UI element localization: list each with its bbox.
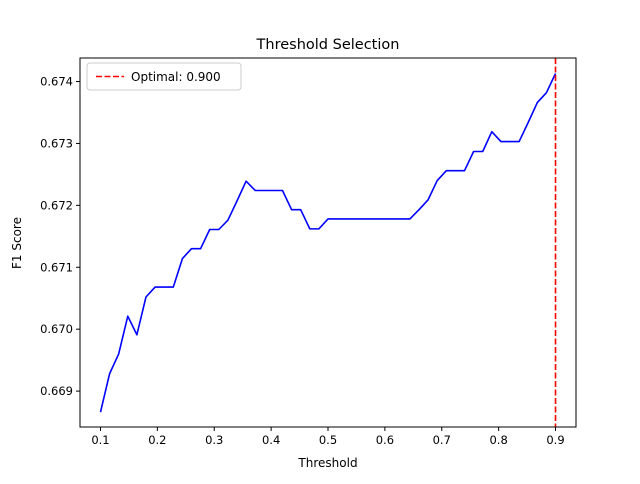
y-tick-label: 0.671: [40, 260, 73, 274]
x-axis-ticks: 0.1 0.2 0.3 0.4 0.5 0.6 0.7 0.8 0.9: [91, 427, 565, 447]
y-tick-label: 0.672: [40, 198, 73, 212]
x-tick-label: 0.4: [262, 433, 280, 447]
x-tick-label: 0.1: [91, 433, 109, 447]
x-tick-label: 0.5: [319, 433, 337, 447]
legend-box: [86, 62, 242, 91]
y-axis-ticks: 0.669 0.670 0.671 0.672 0.673 0.674: [40, 75, 80, 398]
x-tick-label: 0.9: [546, 433, 564, 447]
x-tick-label: 0.2: [148, 433, 166, 447]
y-tick-label: 0.670: [40, 322, 73, 336]
x-tick-label: 0.8: [489, 433, 507, 447]
x-tick-label: 0.7: [433, 433, 451, 447]
chart-title: Threshold Selection: [256, 37, 400, 53]
y-axis-label: F1 Score: [10, 217, 24, 269]
x-tick-label: 0.3: [205, 433, 223, 447]
x-tick-label: 0.6: [376, 433, 394, 447]
y-tick-label: 0.674: [40, 75, 73, 89]
legend: Optimal: 0.900: [86, 62, 242, 91]
y-tick-label: 0.673: [40, 136, 73, 150]
x-axis-label: Threshold: [297, 456, 357, 470]
legend-label: Optimal: 0.900: [131, 70, 221, 84]
y-tick-label: 0.669: [40, 384, 73, 398]
series-line-0: [99, 73, 557, 413]
